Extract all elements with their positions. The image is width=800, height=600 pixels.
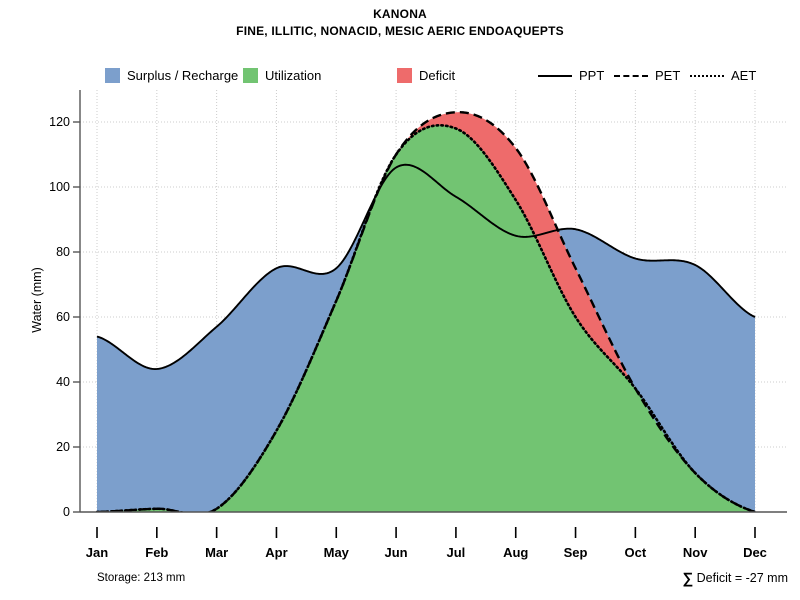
legend-item-ppt: PPT <box>538 68 604 83</box>
x-tick-label-oct: Oct <box>624 545 647 560</box>
legend-line-ppt-icon <box>538 70 572 82</box>
x-tick-label-jan: Jan <box>85 545 109 560</box>
sigma-icon: ∑ <box>682 570 694 587</box>
legend-item-utilization: Utilization <box>243 68 321 83</box>
y-tick-label: 120 <box>49 115 70 129</box>
x-tick-label-dec: Dec <box>743 545 767 560</box>
chart-title-line-1: KANONA <box>373 7 427 21</box>
legend-label-deficit: Deficit <box>419 68 456 83</box>
legend-label-aet: AET <box>731 68 757 83</box>
y-tick-label: 60 <box>56 310 70 324</box>
x-tick-label-nov: Nov <box>682 545 708 560</box>
legend-label-surplus: Surplus / Recharge <box>127 68 239 83</box>
x-tick-label-aug: Aug <box>503 545 529 560</box>
x-tick-label-feb: Feb <box>145 545 169 560</box>
legend-label-pet: PET <box>655 68 681 83</box>
legend-label-utilization: Utilization <box>265 68 322 83</box>
storage-annotation: Storage: 213 mm <box>97 572 186 584</box>
legend-line-aet-icon <box>690 70 724 82</box>
y-tick-label: 80 <box>56 245 70 259</box>
legend-line-pet-icon <box>614 70 648 82</box>
legend-swatch-deficit <box>397 68 412 83</box>
y-tick-label: 40 <box>56 375 70 389</box>
x-tick-label-mar: Mar <box>205 545 229 560</box>
legend-item-surplus: Surplus / Recharge <box>105 68 238 83</box>
y-tick-label: 0 <box>63 505 70 519</box>
y-tick-label: 100 <box>49 180 70 194</box>
chart-legend: Surplus / Recharge Utilization Deficit P… <box>0 68 800 88</box>
legend-item-deficit: Deficit <box>397 68 455 83</box>
legend-swatch-surplus <box>105 68 120 83</box>
deficit-annotation-text: Deficit = -27 mm <box>696 571 788 585</box>
y-tick-label: 20 <box>56 440 70 454</box>
deficit-annotation: ∑ Deficit = -27 mm <box>682 570 788 587</box>
x-tick-label-jul: Jul <box>446 545 466 560</box>
x-tick-label-sep: Sep <box>563 545 588 560</box>
chart-title-line-2: FINE, ILLITIC, NONACID, MESIC AERIC ENDO… <box>236 24 564 38</box>
legend-item-aet: AET <box>690 68 756 83</box>
chart-title: KANONA FINE, ILLITIC, NONACID, MESIC AER… <box>0 6 800 40</box>
legend-swatch-utilization <box>243 68 258 83</box>
x-tick-label-jun: Jun <box>384 545 408 560</box>
legend-label-ppt: PPT <box>579 68 605 83</box>
x-tick-label-apr: Apr <box>265 545 288 560</box>
x-tick-label-may: May <box>323 545 349 560</box>
legend-item-pet: PET <box>614 68 680 83</box>
